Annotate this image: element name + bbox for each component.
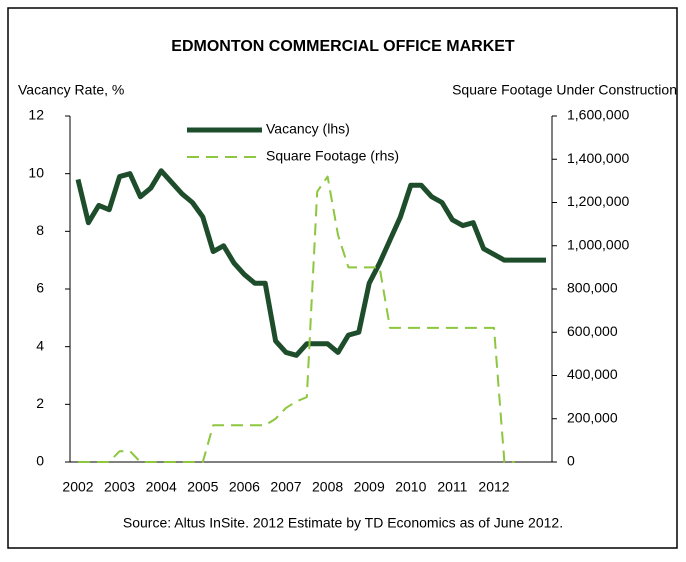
series-line [78,175,515,463]
y2-axis-label: Square Footage Under Construction [452,82,677,98]
y2-tick-label: 600,000 [567,323,618,339]
x-tick-label: 2008 [312,479,343,495]
x-tick-label: 2009 [354,479,385,495]
y-tick-label: 2 [36,395,44,411]
y-tick-label: 8 [36,222,44,238]
frame [7,7,678,549]
y-tick-label: 0 [36,453,44,469]
y2-tick-label: 400,000 [567,366,618,382]
legend-label: Vacancy (lhs) [266,121,350,137]
series-line [75,168,546,358]
x-tick-label: 2003 [104,479,135,495]
y-tick-label: 10 [28,164,44,180]
y2-tick-label: 1,200,000 [567,193,629,209]
source: Source: Altus InSite. 2012 Estimate by T… [123,515,563,531]
x-tick-label: 2006 [229,479,260,495]
y2-tick-label: 200,000 [567,409,618,425]
y-tick-label: 4 [36,337,44,353]
y2-tick-label: 800,000 [567,280,618,296]
x-tick-label: 2002 [62,479,93,495]
x-tick-label: 2004 [146,479,177,495]
y2-tick-label: 1,400,000 [567,150,629,166]
y2-tick-label: 1,000,000 [567,236,629,252]
x-tick-label: 2010 [395,479,426,495]
x-tick-label: 2007 [270,479,301,495]
chart-title: EDMONTON COMMERCIAL OFFICE MARKET [171,38,515,55]
y-axis-label: Vacancy Rate, % [18,82,124,98]
legend-label: Square Footage (rhs) [266,148,399,164]
y-tick-label: 6 [36,280,44,296]
y2-tick-label: 1,600,000 [567,107,629,123]
x-tick-label: 2012 [478,479,509,495]
x-tick-label: 2011 [437,479,467,495]
y-tick-label: 12 [28,107,44,123]
y2-tick-label: 0 [567,453,575,469]
x-tick-label: 2005 [187,479,218,495]
